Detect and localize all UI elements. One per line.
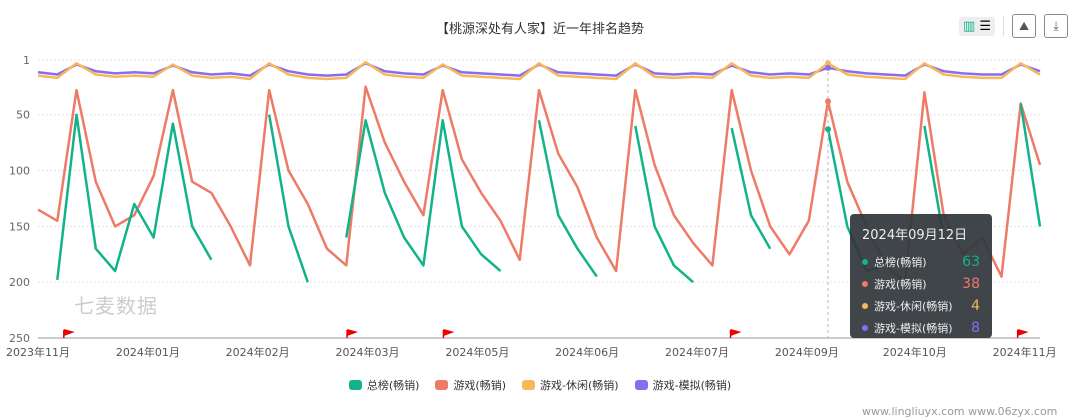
site-watermark: www.lingliuyx.com www.06zyx.com [862, 405, 1058, 418]
bar-chart-icon[interactable]: ▥ [963, 18, 976, 34]
tooltip: 2024年09月12日 总榜(畅销) 63 游戏(畅销) 38 游戏-休闲(畅销) 4 游戏… [850, 214, 992, 338]
flag-marker [347, 329, 359, 336]
chart-title: 【桃源深处有人家】近一年排名趋势 [435, 22, 644, 37]
tooltip-value: 4 [971, 298, 980, 314]
series-dot-icon [862, 303, 868, 309]
tooltip-value: 8 [971, 320, 980, 336]
series-line [37, 60, 1041, 81]
tooltip-date: 2024年09月12日 [862, 228, 968, 243]
y-tick-label: 200 [9, 276, 30, 289]
x-tick-label: 2024年03月 [336, 345, 400, 359]
legend-item[interactable]: 游戏(畅销) [435, 377, 506, 393]
legend-label: 游戏(畅销) [453, 379, 507, 392]
tooltip-row: 游戏-模拟(畅销) 8 [862, 317, 980, 339]
legend-item[interactable]: 总榜(畅销) [348, 377, 420, 393]
flag-marker [63, 329, 75, 336]
x-tick-label: 2024年07月 [665, 345, 729, 359]
tooltip-series: 游戏-休闲(畅销) [874, 300, 953, 313]
tooltip-series: 游戏(畅销) [874, 278, 927, 291]
tooltip-value: 63 [962, 254, 980, 270]
tooltip-row: 游戏-休闲(畅销) 4 [862, 295, 980, 317]
tooltip-series: 游戏-模拟(畅销) [874, 322, 953, 335]
x-tick-label: 2024年10月 [883, 345, 947, 359]
legend-label: 游戏-模拟(畅销) [652, 379, 732, 392]
series-dot-icon [862, 281, 868, 287]
tooltip-series: 总榜(畅销) [874, 256, 927, 269]
legend: 总榜(畅销) 游戏(畅销) 游戏-休闲(畅销) 游戏-模拟(畅销) [0, 377, 1080, 393]
tooltip-row: 总榜(畅销) 63 [862, 251, 980, 273]
view-switch[interactable]: ▥ ☰ [959, 16, 995, 36]
x-tick-label: 2024年09月 [775, 345, 839, 359]
series-dot-icon [862, 259, 868, 265]
y-tick-label: 250 [9, 332, 30, 345]
series-dot-icon [862, 325, 868, 331]
legend-swatch [435, 380, 449, 390]
flag-marker [443, 329, 455, 336]
image-icon[interactable]: ⛰ [1012, 14, 1036, 38]
x-tick-label: 2024年11月 [993, 345, 1057, 359]
y-tick-label: 50 [16, 109, 30, 122]
x-tick-label: 2024年05月 [445, 345, 509, 359]
legend-item[interactable]: 游戏-休闲(畅销) [522, 377, 619, 393]
x-tick-label: 2024年01月 [116, 345, 180, 359]
legend-swatch [634, 380, 648, 390]
download-icon[interactable]: ⤓ [1044, 14, 1068, 38]
data-point [825, 126, 832, 133]
legend-swatch [522, 380, 536, 390]
y-tick-label: 100 [9, 165, 30, 178]
x-tick-label: 2023年11月 [6, 345, 70, 359]
legend-label: 游戏-休闲(畅销) [540, 379, 619, 392]
x-tick-label: 2024年02月 [226, 345, 290, 359]
data-point [825, 64, 832, 71]
tooltip-row: 游戏(畅销) 38 [862, 273, 980, 295]
x-tick-label: 2024年06月 [555, 345, 619, 359]
y-tick-label: 150 [9, 220, 30, 233]
watermark: 七麦数据 [74, 294, 158, 318]
flag-marker [730, 329, 742, 336]
tooltip-value: 38 [962, 276, 980, 292]
legend-swatch [348, 380, 362, 390]
flag-marker [1017, 329, 1029, 336]
y-tick-label: 1 [23, 54, 30, 67]
toolbar: ▥ ☰ ⛰ ⤓ [959, 14, 1068, 38]
data-point [825, 98, 832, 105]
divider [1003, 16, 1004, 36]
legend-item[interactable]: 游戏-模拟(畅销) [634, 377, 732, 393]
legend-label: 总榜(畅销) [366, 379, 420, 392]
data-point [825, 60, 832, 67]
list-icon[interactable]: ☰ [979, 18, 991, 34]
